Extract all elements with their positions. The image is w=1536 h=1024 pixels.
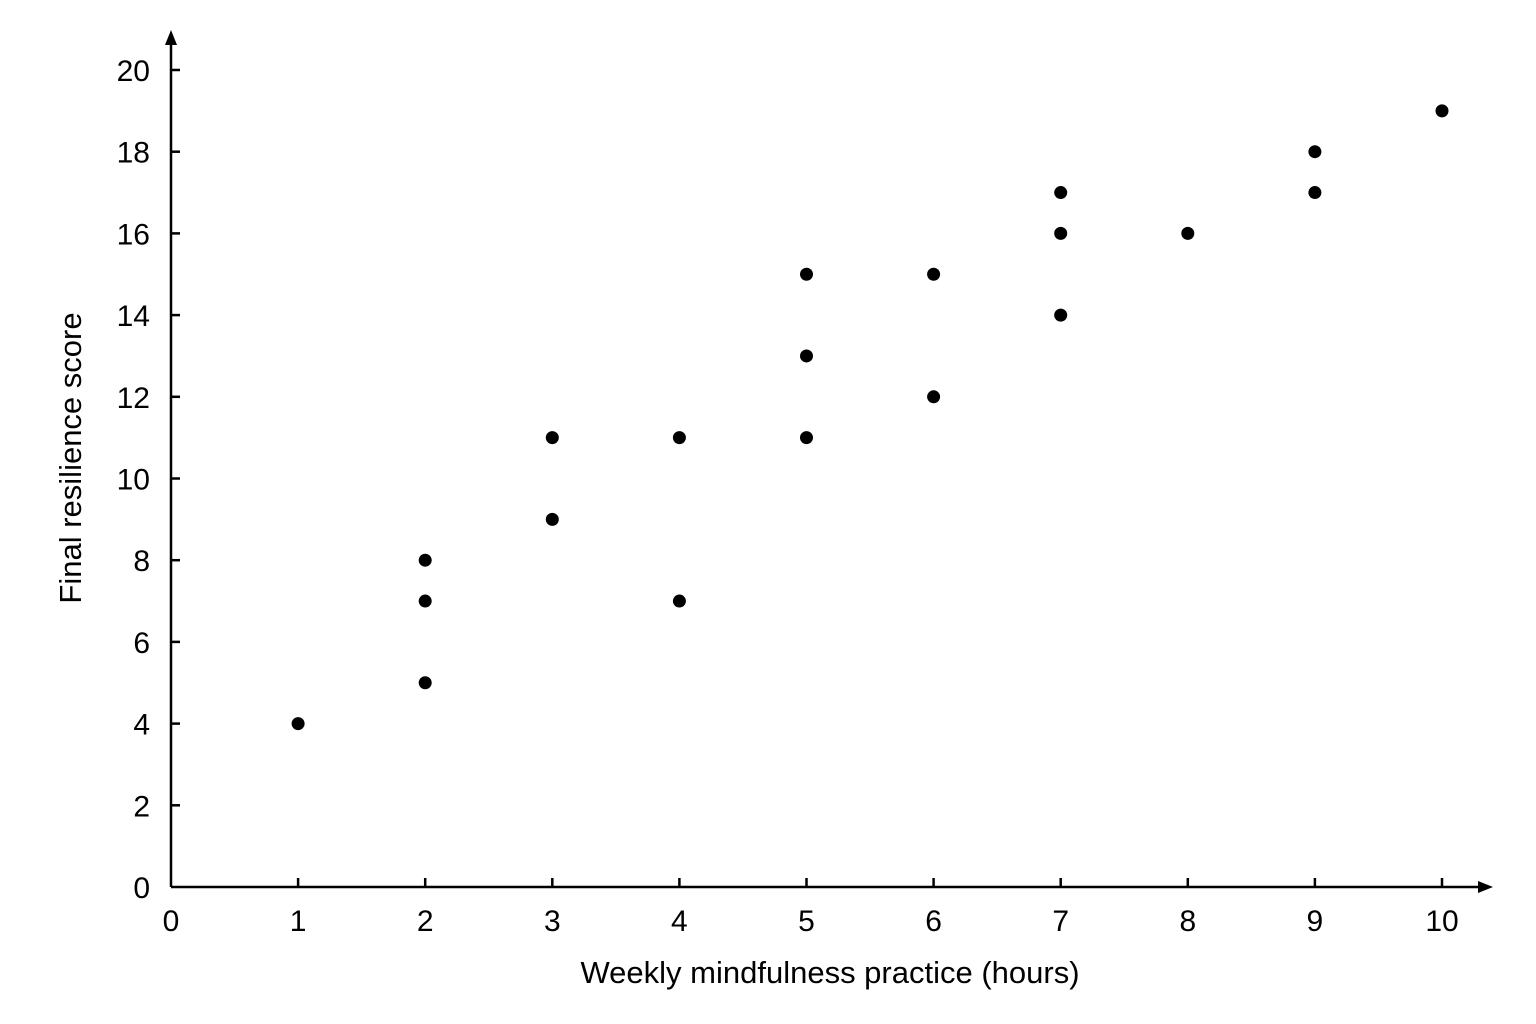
data-point	[1308, 145, 1322, 159]
data-point	[1054, 308, 1068, 322]
data-point	[545, 512, 559, 526]
axes	[165, 30, 1493, 893]
x-tick-label: 9	[1307, 905, 1324, 938]
x-tick-label: 2	[417, 905, 434, 938]
data-point	[800, 267, 813, 281]
x-ticks: 0 1 2 3 4 5 6 7 8 9 10	[163, 878, 1459, 938]
x-tick-label: 1	[290, 905, 307, 938]
data-point	[1308, 186, 1322, 200]
data-point	[545, 431, 559, 445]
x-tick-label: 7	[1052, 905, 1069, 938]
x-axis-title: Weekly mindfulness practice (hours)	[580, 955, 1079, 990]
y-tick-label: 16	[117, 218, 150, 251]
data-point	[927, 267, 941, 281]
data-point	[672, 594, 686, 608]
x-tick-label: 8	[1179, 905, 1196, 938]
y-tick-label: 0	[133, 872, 150, 905]
data-point	[800, 349, 813, 363]
y-axis-title: Final resilience score	[53, 312, 88, 603]
data-point	[418, 594, 432, 608]
data-point	[672, 431, 686, 445]
data-point	[1054, 226, 1068, 240]
data-point	[800, 431, 813, 445]
x-tick-label: 6	[925, 905, 942, 938]
x-tick-label: 3	[544, 905, 561, 938]
y-tick-label: 10	[117, 464, 150, 497]
x-tick-label: 5	[798, 905, 815, 938]
y-tick-label: 18	[117, 137, 150, 170]
x-tick-label: 10	[1425, 905, 1458, 938]
x-axis-arrowhead	[1478, 881, 1493, 893]
data-point	[1054, 186, 1068, 200]
data-point	[418, 676, 432, 690]
y-tick-label: 12	[117, 382, 150, 415]
data-point	[291, 717, 305, 731]
x-tick-label: 4	[671, 905, 688, 938]
data-point	[927, 390, 941, 404]
x-tick-label: 0	[163, 905, 180, 938]
y-axis-arrowhead	[165, 30, 177, 45]
data-points	[291, 104, 1449, 731]
y-ticks: 0 2 4 6 8 10 12 14 16 18 20	[117, 55, 180, 905]
data-point	[1435, 104, 1449, 118]
y-tick-label: 14	[117, 300, 150, 333]
y-tick-label: 6	[133, 627, 150, 660]
data-point	[1181, 226, 1195, 240]
y-tick-label: 8	[133, 545, 150, 578]
y-tick-label: 4	[133, 709, 150, 742]
y-tick-label: 20	[117, 55, 150, 88]
y-tick-label: 2	[133, 790, 150, 823]
data-point	[418, 553, 432, 567]
